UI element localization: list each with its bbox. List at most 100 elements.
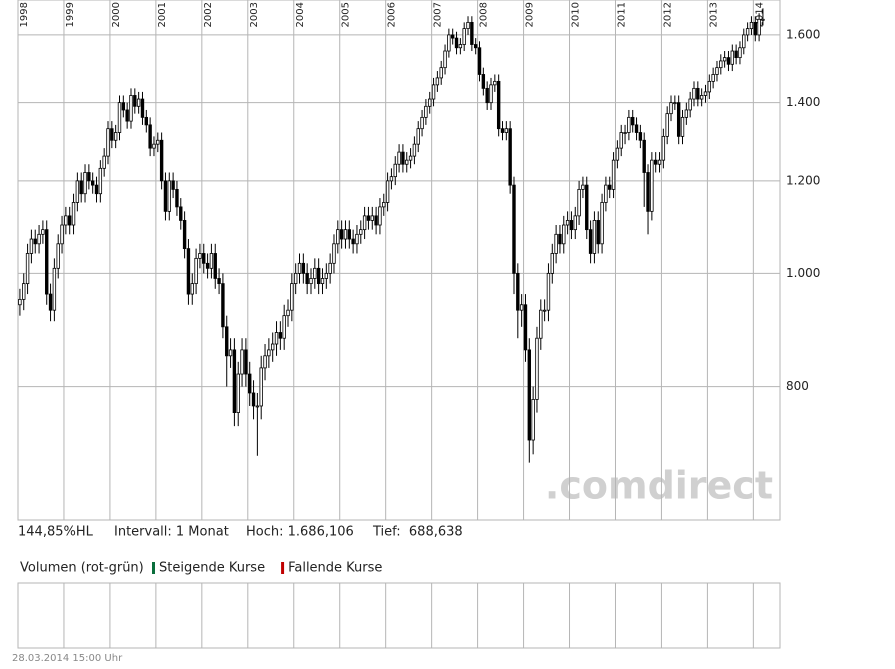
candle-body <box>359 229 363 235</box>
candle-body <box>259 367 263 407</box>
candle-body <box>711 74 715 82</box>
candle-body <box>301 262 306 274</box>
x-tick-label: 2003 <box>249 2 260 27</box>
candle-body <box>719 60 723 69</box>
candle-body <box>508 128 512 186</box>
y-tick-label: 1.000 <box>786 266 820 280</box>
candle-body <box>167 180 171 212</box>
candle-body <box>485 87 489 104</box>
candle-body <box>94 184 99 195</box>
candle-body <box>742 34 746 49</box>
candle-body <box>156 139 160 145</box>
candle-body <box>692 87 696 100</box>
candle-body <box>581 184 585 190</box>
candle-body <box>217 278 221 285</box>
candle-body <box>98 167 103 195</box>
candle-body <box>631 116 635 126</box>
candle-body <box>171 180 175 190</box>
candle-body <box>328 262 332 274</box>
candle-body <box>588 229 593 254</box>
candle-body <box>152 143 156 149</box>
y-tick-label: 1.200 <box>786 173 820 187</box>
candle-body <box>470 21 474 45</box>
candle-body <box>121 102 126 111</box>
candle-body <box>477 47 482 75</box>
candle-body <box>447 34 451 52</box>
candle-body <box>600 202 604 245</box>
candle-body <box>251 392 256 407</box>
candle-body <box>573 215 577 231</box>
candle-body <box>684 109 689 118</box>
candle-body <box>198 253 202 259</box>
candle-body <box>366 215 371 221</box>
candle-body <box>516 272 520 311</box>
candle-body <box>435 77 440 86</box>
candle-body <box>738 47 742 59</box>
candle-body <box>113 132 118 141</box>
candle-body <box>527 349 532 441</box>
x-tick-label: 2012 <box>662 2 673 27</box>
candle-body <box>374 215 378 226</box>
candle-body <box>186 248 191 295</box>
candle-body <box>596 220 600 245</box>
x-tick-label: 2013 <box>708 2 719 27</box>
candle-body <box>577 188 581 217</box>
candle-body <box>205 262 210 269</box>
watermark: .comdirect <box>545 464 773 508</box>
candle-body <box>194 257 198 285</box>
candle-body <box>102 155 106 169</box>
candle-body <box>454 37 459 49</box>
candle-body <box>33 238 37 245</box>
candle-body <box>512 184 516 274</box>
candle-body <box>25 253 30 285</box>
info-high: Hoch: 1.686,106 <box>246 525 354 540</box>
candle-body <box>757 18 761 36</box>
candle-body <box>703 91 708 96</box>
candle-body <box>550 253 554 274</box>
candle-body <box>443 50 447 69</box>
candle-body <box>722 57 727 62</box>
candle-body <box>225 326 229 357</box>
candle-body <box>159 139 164 182</box>
candle-body <box>424 105 428 118</box>
candle-body <box>393 163 397 178</box>
candle-body <box>228 349 233 357</box>
candle-body <box>696 87 700 100</box>
candle-body <box>592 220 597 254</box>
candle-body <box>324 272 329 279</box>
candle-body <box>531 399 535 441</box>
candle-body <box>41 229 45 235</box>
x-tick-label: 2008 <box>479 2 490 27</box>
candle-body <box>585 184 589 231</box>
candle-body <box>22 283 26 300</box>
candle-body <box>125 109 129 122</box>
candle-body <box>642 139 646 173</box>
candle-body <box>332 243 336 264</box>
info-change: 144,85%HL <box>18 525 94 540</box>
candle-body <box>745 28 750 36</box>
candle-body <box>554 233 558 254</box>
legend-swatch <box>152 562 155 574</box>
candle-body <box>221 283 225 328</box>
candle-body <box>343 229 348 240</box>
candle-body <box>37 233 41 245</box>
legend-label: Steigende Kurse <box>159 561 265 576</box>
x-tick-label: 1999 <box>65 2 76 27</box>
candle-body <box>565 220 570 226</box>
candle-body <box>83 172 87 195</box>
candle-body <box>133 95 137 107</box>
candle-body <box>523 304 528 351</box>
candle-body <box>68 215 72 226</box>
legend-swatch <box>281 562 285 574</box>
candle-body <box>661 135 666 161</box>
candle-body <box>213 253 217 279</box>
candle-body <box>90 180 95 186</box>
candle-body <box>405 159 409 165</box>
candle-body <box>263 355 267 369</box>
candle-body <box>558 233 562 245</box>
candle-body <box>202 253 206 264</box>
candle-body <box>428 98 432 107</box>
candle-body <box>305 272 309 285</box>
candle-body <box>623 132 627 134</box>
